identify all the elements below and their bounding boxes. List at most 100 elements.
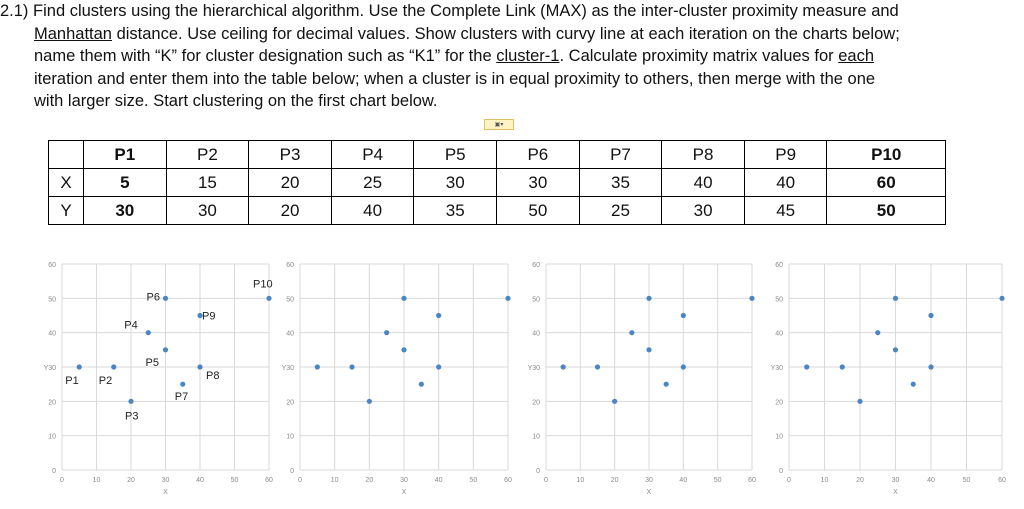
manhattan-term: Manhattan <box>34 24 112 43</box>
x-tick-label: 10 <box>821 477 829 484</box>
x-tick-label: 30 <box>400 477 408 484</box>
question-text: 2.1) Find clusters using the hierarchica… <box>0 0 1024 113</box>
data-point <box>349 364 355 370</box>
cell-y-p6: 50 <box>496 196 580 225</box>
table-row: X 5 15 20 25 30 30 35 40 40 60 <box>48 168 946 197</box>
y-tick-label: 20 <box>775 399 783 406</box>
x-tick-label: 50 <box>714 477 722 484</box>
cell-y-p8: 30 <box>661 196 745 225</box>
point-label-p3: P3 <box>125 410 138 422</box>
points-table: P1 P2 P3 P4 P5 P6 P7 P8 P9 P10 X 5 15 20 25 30 30 35 40 40… <box>48 140 946 225</box>
question-line-1: 2.1) Find clusters using the hierarchica… <box>0 0 1024 23</box>
x-tick-label: 50 <box>231 477 239 484</box>
cell-y-p7: 25 <box>578 196 663 225</box>
point-label-p10: P10 <box>253 278 273 290</box>
each-term: each <box>838 47 875 65</box>
y-tick-label: 20 <box>286 399 294 406</box>
data-point <box>366 398 372 404</box>
data-point <box>839 364 845 370</box>
y-tick-label: 10 <box>532 434 540 441</box>
data-point-p3 <box>128 398 134 404</box>
data-point-p6 <box>162 295 169 301</box>
x-axis-label: X <box>163 489 168 496</box>
question-line-3: name them with “K” for cluster designati… <box>0 45 1024 68</box>
scatter-chart-2: 0 10 20 30 40 50 60 0 10 20 30 40 50 60 X Y <box>270 250 518 505</box>
question-line-2: Manhattan distance. Use ceiling for deci… <box>0 23 1024 46</box>
y-tick-label: 50 <box>286 296 294 303</box>
x-tick-label: 40 <box>679 477 687 484</box>
data-point <box>505 295 511 301</box>
x-tick-label: 20 <box>365 477 373 484</box>
y-tick-label: 40 <box>532 331 540 338</box>
x-tick-label: 30 <box>892 477 900 484</box>
cell-x-p10: 60 <box>826 168 946 197</box>
y-tick-label: 30 <box>286 365 294 372</box>
data-point <box>629 330 635 336</box>
data-point <box>646 295 652 301</box>
data-point <box>663 381 669 387</box>
y-axis-label: Y <box>282 365 287 372</box>
y-tick-label: 50 <box>775 296 783 303</box>
cell-x-p4: 25 <box>330 168 415 197</box>
paste-options-icon[interactable]: ▣▾ <box>484 119 514 130</box>
data-point <box>875 330 881 336</box>
data-point <box>892 347 899 353</box>
cell-x-p3: 20 <box>248 168 332 197</box>
cell-y-p5: 35 <box>413 196 498 225</box>
y-tick-label: 60 <box>532 262 540 269</box>
data-point <box>314 364 320 370</box>
question-line-1-text: Find clusters using the hierarchical alg… <box>33 2 899 20</box>
x-tick-label: 20 <box>856 477 864 484</box>
question-line-2-text: distance. Use ceiling for decimal values… <box>111 24 900 43</box>
y-axis-label: Y <box>44 365 49 372</box>
point-label-p6: P6 <box>147 291 160 303</box>
cell-y-p3: 20 <box>248 196 332 225</box>
x-tick-label: 10 <box>331 477 339 484</box>
point-label-p5: P5 <box>146 357 159 369</box>
data-point <box>436 364 442 370</box>
y-tick-label: 10 <box>48 434 56 441</box>
cell-x-p8: 40 <box>661 168 745 197</box>
data-point <box>560 364 566 370</box>
cell-x-p5: 30 <box>413 168 498 197</box>
y-tick-label: 0 <box>779 468 783 475</box>
y-tick-label: 30 <box>775 365 783 372</box>
x-tick-label: 60 <box>748 477 756 484</box>
point-label-p9: P9 <box>202 311 215 323</box>
x-tick-label: 50 <box>469 477 477 484</box>
data-point <box>418 381 424 387</box>
data-point <box>436 312 442 319</box>
y-tick-label: 30 <box>48 365 56 372</box>
question-line-4: iteration and enter them into the table … <box>34 69 876 88</box>
data-point <box>857 398 863 404</box>
x-axis-label: X <box>647 489 652 496</box>
x-tick-label: 60 <box>998 477 1006 484</box>
cell-y-p10: 50 <box>826 196 946 225</box>
y-axis-label: Y <box>528 365 533 372</box>
data-point <box>594 364 601 370</box>
table-header-row: P1 P2 P3 P4 P5 P6 P7 P8 P9 P10 <box>48 140 946 169</box>
cluster-1-term: cluster-1 <box>496 47 560 65</box>
column-header-p1: P1 <box>83 140 167 169</box>
cell-x-p9: 40 <box>743 168 828 197</box>
x-tick-label: 20 <box>611 477 619 484</box>
data-point <box>910 381 916 387</box>
y-tick-label: 20 <box>48 399 56 406</box>
question-number: 2.1) <box>0 2 29 20</box>
column-header-p7: P7 <box>578 140 663 169</box>
x-axis-label: X <box>402 489 407 496</box>
point-label-p4: P4 <box>124 320 137 332</box>
data-point-p7 <box>180 381 186 387</box>
x-tick-label: 40 <box>435 477 443 484</box>
column-header-p4: P4 <box>330 140 415 169</box>
y-tick-label: 50 <box>48 296 56 303</box>
y-tick-label: 60 <box>286 262 294 269</box>
scatter-chart-4: 0 10 20 30 40 50 60 0 10 20 30 40 50 60 X Y <box>757 250 1017 505</box>
y-tick-label: 60 <box>48 262 56 269</box>
y-tick-label: 10 <box>286 434 294 441</box>
data-point-p1 <box>76 364 82 370</box>
x-tick-label: 20 <box>127 477 135 484</box>
y-tick-label: 60 <box>775 262 783 269</box>
cell-y-p4: 40 <box>330 196 415 225</box>
question-line-5: with larger size. Start clustering on th… <box>34 92 438 110</box>
